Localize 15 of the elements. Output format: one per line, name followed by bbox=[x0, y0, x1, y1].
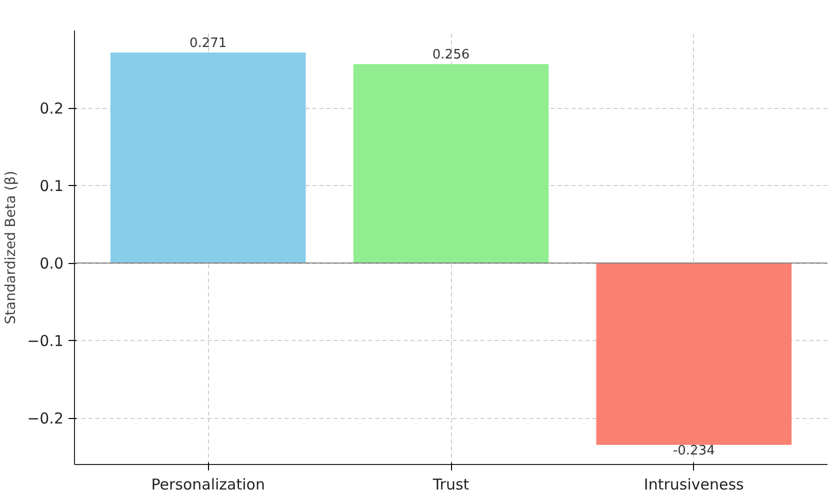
data-label: 0.256 bbox=[432, 48, 470, 63]
x-tick-label: Personalization bbox=[151, 476, 265, 494]
y-tick-label: 0.2 bbox=[40, 100, 64, 118]
data-label: -0.234 bbox=[672, 443, 715, 458]
x-tick-label: Intrusiveness bbox=[644, 476, 744, 494]
y-axis-title: Standardized Beta (β) bbox=[3, 170, 20, 324]
x-tick-label: Trust bbox=[432, 476, 470, 494]
bar bbox=[596, 262, 792, 445]
y-tick-label: −0.1 bbox=[27, 332, 64, 350]
y-tick-label: 0.0 bbox=[40, 254, 64, 272]
y-tick-label: 0.1 bbox=[40, 177, 64, 195]
bar bbox=[110, 52, 306, 264]
bar bbox=[353, 64, 549, 264]
y-tick-label: −0.2 bbox=[27, 410, 64, 428]
data-label: 0.271 bbox=[189, 36, 227, 51]
